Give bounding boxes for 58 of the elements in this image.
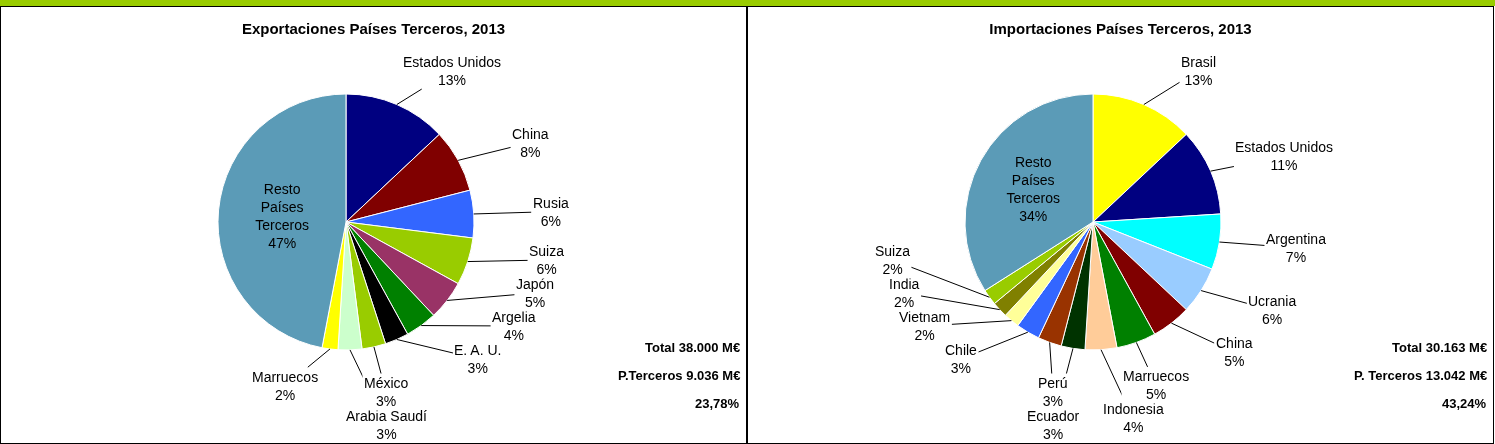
data-label: 3% [467,360,488,377]
slice-label: India [889,276,920,292]
text: Total 30.163 M€ [1392,340,1488,355]
data-label: 5% [1145,386,1167,403]
slice-label: Resto Países Terceros [1006,153,1061,207]
data-label: 47% [268,235,297,252]
data-label: 7% [1285,249,1307,266]
slice-label: Perú [1038,375,1068,391]
slice-label: Marruecos [1123,368,1190,384]
data-label: 3% [1042,393,1063,410]
data-label: 34% [1019,208,1048,225]
slice-label: Ecuador [1027,408,1080,424]
data-label: 6% [536,261,557,278]
slice-label: China [512,126,549,142]
slice-label: E. A. U. [454,342,502,358]
slice-label: Vietnam [899,309,951,325]
text: 43,24% [1442,396,1487,411]
slice-label: Chile [945,342,978,358]
data-label: 4% [503,327,524,344]
data-label: 8% [520,144,541,161]
data-label: 2% [894,294,915,311]
slice-label: México [364,375,409,391]
slice-label: Resto Países Terceros [255,180,309,234]
slice-label: Ucrania [1248,293,1297,309]
data-label: 3% [1042,426,1064,443]
data-label: 6% [540,213,562,230]
chart-title: Importaciones Países Terceros, 2013 [989,20,1252,38]
slice-label: Suiza [875,243,911,259]
text: P. Terceros 13.042 M€ [1354,368,1488,383]
data-label: 11% [1270,157,1298,174]
data-label: 6% [1262,311,1283,328]
text: 23,78% [695,396,740,411]
data-label: 3% [376,426,397,443]
slice-label: China [1216,335,1253,351]
data-label: 5% [524,294,546,311]
data-label: 2% [274,387,296,404]
data-label: 2% [882,261,903,278]
slice-label: Brasil [1181,54,1217,70]
slice-label: Estados Unidos [1235,139,1334,155]
slice-label: Arabia Saudí [346,408,428,424]
slice-label: Japón [516,276,555,292]
data-label: 4% [1123,419,1144,436]
text: P.Terceros 9.036 M€ [618,368,741,383]
slice-label: Estados Unidos [403,54,502,70]
data-label: 3% [950,360,972,377]
slice-label: Indonesia [1103,401,1164,417]
data-label: 5% [1224,353,1245,370]
slice-label: Argentina [1266,231,1327,247]
data-label: 13% [438,72,467,89]
data-label: 2% [914,327,935,344]
slice-label: Suiza [529,243,565,259]
text: Total 38.000 M€ [645,340,741,355]
slice-label: Rusia [533,195,570,211]
slice-label: Marruecos [252,369,319,385]
data-label: 13% [1184,72,1213,89]
data-label: 3% [376,393,397,410]
chart-title: Exportaciones Países Terceros, 2013 [241,20,506,38]
slice-label: Argelia [492,309,536,325]
